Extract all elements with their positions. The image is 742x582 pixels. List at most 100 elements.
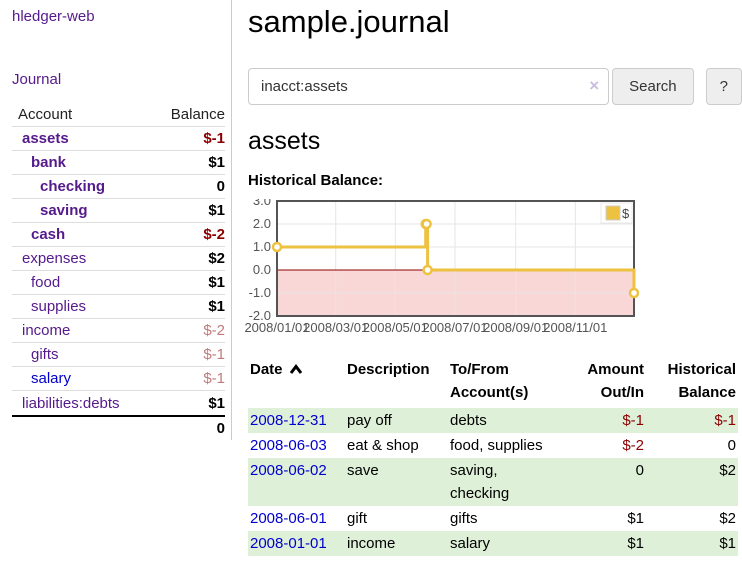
- account-link[interactable]: supplies: [31, 298, 87, 315]
- x-tick-label: 2008/01/01: [244, 320, 309, 335]
- account-rows: assets $-1 bank $1 checking 0 saving $1 …: [12, 127, 225, 415]
- balance-column-label: Balance: [170, 106, 225, 123]
- register-row[interactable]: 2008-12-31 pay off debts $-1 $-1: [248, 408, 738, 433]
- x-tick-label: 2008/07/01: [422, 320, 487, 335]
- balance-column-header: Historical Balance: [667, 361, 736, 401]
- register-balance: $-1: [714, 412, 736, 429]
- account-row: gifts $-1: [12, 343, 225, 367]
- page-title: sample.journal: [248, 4, 450, 39]
- account-link[interactable]: income: [22, 322, 71, 339]
- x-tick-label: 2008/09/01: [483, 320, 548, 335]
- register-description: pay off: [347, 412, 392, 429]
- account-link[interactable]: food: [31, 274, 61, 291]
- account-row: income $-2: [12, 319, 225, 343]
- register-row[interactable]: 2008-06-03 eat & shop food, supplies $-2…: [248, 433, 738, 458]
- data-point: [421, 218, 432, 230]
- data-point: [628, 287, 640, 299]
- account-link[interactable]: liabilities:debts: [22, 394, 120, 412]
- plot-border: [276, 200, 635, 317]
- register-date-link[interactable]: 2008-06-01: [250, 510, 327, 527]
- account-link[interactable]: gifts: [31, 346, 59, 363]
- account-balance: $-2: [203, 322, 225, 339]
- register-accounts: saving, checking: [450, 462, 510, 502]
- register-accounts: food, supplies: [450, 437, 543, 454]
- amount-column-header: Amount Out/In: [587, 361, 644, 401]
- account-balance: 0: [216, 178, 225, 195]
- y-tick-label: 2.0: [253, 216, 271, 231]
- nav-journal-link[interactable]: Journal: [12, 71, 62, 88]
- account-heading: assets: [248, 127, 321, 155]
- total-balance: 0: [216, 419, 225, 437]
- main-content: sample.journal × Search ? assets Histori…: [244, 0, 742, 556]
- register-row[interactable]: 2008-01-01 income salary $1 $1: [248, 531, 738, 556]
- account-link[interactable]: bank: [31, 154, 67, 171]
- help-button[interactable]: ?: [705, 68, 742, 105]
- account-link[interactable]: expenses: [22, 250, 87, 267]
- account-link[interactable]: assets: [22, 130, 69, 147]
- register-description: gift: [347, 510, 368, 527]
- register-accounts: gifts: [450, 510, 478, 527]
- account-balance: $1: [208, 394, 225, 412]
- register-date-link[interactable]: 2008-06-02: [250, 462, 327, 479]
- x-tick-label: 2008/05/01: [363, 320, 428, 335]
- register-row[interactable]: 2008-06-01 gift gifts $1 $2: [248, 506, 738, 531]
- register-amount: $-1: [622, 412, 644, 429]
- register-accounts: debts: [450, 412, 487, 429]
- date-column-header[interactable]: Date: [248, 357, 345, 408]
- register-balance: 0: [727, 437, 736, 454]
- description-column-header: Description: [347, 361, 430, 378]
- chart-svg: $3.0 2.0 1.0 0.0 -1.0 -2.02008/01/012008/03/0…: [244, 199, 640, 335]
- search-button[interactable]: Search: [612, 68, 694, 105]
- account-link[interactable]: checking: [40, 178, 106, 195]
- account-balance: $1: [208, 154, 225, 171]
- register-description: eat & shop: [347, 437, 419, 454]
- search-input[interactable]: [248, 68, 610, 105]
- account-balance: $-1: [203, 346, 225, 363]
- register-description: save: [347, 462, 379, 479]
- register-amount: $1: [627, 510, 644, 527]
- account-row: salary $-1: [12, 367, 225, 391]
- app-title-link[interactable]: hledger-web: [12, 8, 95, 25]
- register-header-row: Date Description To/From Account(s) Amou…: [248, 357, 738, 408]
- search-bar: × Search ?: [248, 68, 742, 105]
- account-row: liabilities:debts $1: [12, 391, 225, 415]
- clear-search-icon[interactable]: ×: [589, 76, 600, 95]
- account-row: supplies $1: [12, 295, 225, 319]
- date-header-label: Date: [250, 361, 283, 378]
- account-row: food $1: [12, 271, 225, 295]
- account-tree: Account Balance assets $-1 bank $1 check…: [12, 103, 225, 439]
- account-tree-header: Account Balance: [12, 103, 225, 127]
- account-column-label: Account: [18, 106, 73, 123]
- account-link[interactable]: saving: [40, 202, 88, 219]
- y-tick-label: -1.0: [249, 285, 271, 300]
- register-row[interactable]: 2008-06-02 save saving, checking 0 $2: [248, 458, 738, 506]
- sort-ascending-icon: [289, 364, 302, 374]
- register-amount: $-2: [622, 437, 644, 454]
- legend-label: $: [622, 206, 630, 221]
- account-balance: $-1: [203, 130, 225, 147]
- register-date-link[interactable]: 2008-12-31: [250, 412, 327, 429]
- data-point: [422, 264, 433, 276]
- y-tick-label: 1.0: [253, 239, 271, 254]
- account-row: bank $1: [12, 151, 225, 175]
- account-link[interactable]: salary: [31, 370, 72, 387]
- account-row: saving $1: [12, 199, 225, 223]
- account-balance: $-1: [203, 370, 225, 387]
- account-row: checking 0: [12, 175, 225, 199]
- accounts-column-header: To/From Account(s): [450, 361, 529, 401]
- account-total-row: 0: [12, 415, 225, 439]
- x-tick-label: 2008/03/01: [303, 320, 368, 335]
- account-row: expenses $2: [12, 247, 225, 271]
- x-tick-label: 2008/11/01: [543, 320, 607, 335]
- account-link[interactable]: cash: [31, 226, 66, 243]
- register-date-link[interactable]: 2008-01-01: [250, 535, 327, 552]
- register-amount: $1: [627, 535, 644, 552]
- legend-swatch: [605, 205, 621, 221]
- y-tick-label: 0.0: [253, 262, 271, 277]
- account-balance: $1: [208, 202, 225, 219]
- account-balance: $-2: [203, 226, 225, 243]
- y-tick-label: -2.0: [249, 308, 271, 323]
- register-date-link[interactable]: 2008-06-03: [250, 437, 327, 454]
- account-balance: $1: [208, 298, 225, 315]
- account-row: assets $-1: [12, 127, 225, 151]
